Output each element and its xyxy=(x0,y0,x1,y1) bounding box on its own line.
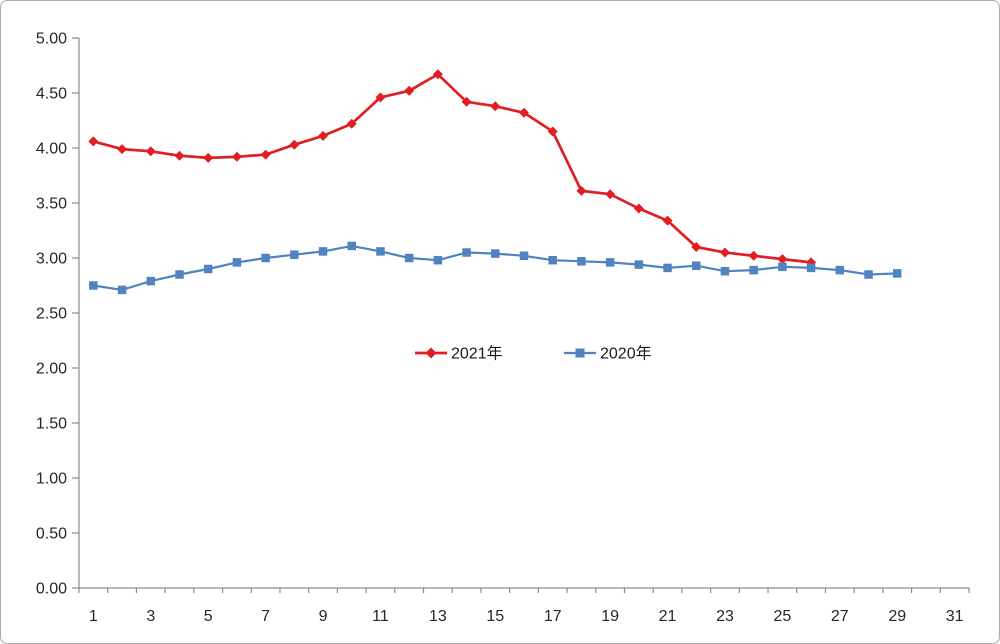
series-2021-marker xyxy=(662,215,673,226)
series-2021-marker xyxy=(633,203,644,214)
series-2020-marker xyxy=(433,255,443,265)
series-2021-marker xyxy=(719,247,730,258)
y-tick-label: 2.50 xyxy=(36,306,67,323)
series-2020-marker xyxy=(605,258,615,267)
series-2020-marker xyxy=(892,269,902,278)
series-2021-marker xyxy=(174,150,185,161)
series-2021-marker xyxy=(318,130,329,141)
series-2021-marker xyxy=(547,126,558,137)
series-2021-marker xyxy=(490,101,501,112)
x-tick-label: 3 xyxy=(146,608,155,625)
series-2021-marker xyxy=(461,96,472,107)
legend-marker-2021-diamond-icon xyxy=(425,347,437,359)
y-tick-label: 3.00 xyxy=(36,251,67,268)
x-tick-label: 19 xyxy=(601,608,619,625)
x-tick-label: 7 xyxy=(261,608,270,625)
series-2020-marker xyxy=(347,241,356,251)
series-2020-marker xyxy=(835,265,845,275)
series-2021-marker xyxy=(777,254,788,265)
x-tick-label: 1 xyxy=(89,608,98,625)
series-2020-marker xyxy=(577,257,586,266)
series-2020-marker xyxy=(634,260,644,269)
series-2020-marker xyxy=(692,261,701,270)
series-2020-marker xyxy=(203,264,213,274)
y-tick-label: 4.00 xyxy=(36,141,67,158)
y-tick-label: 3.50 xyxy=(36,196,67,213)
series-2020-marker xyxy=(290,250,299,259)
series-2021-marker xyxy=(117,144,128,155)
series-2020-marker xyxy=(462,248,471,257)
x-tick-label: 27 xyxy=(831,608,849,625)
series-2021-marker xyxy=(519,107,530,118)
y-tick-label: 0.00 xyxy=(36,581,67,598)
series-2021-marker xyxy=(203,152,214,163)
y-tick-label: 5.00 xyxy=(36,31,67,48)
series-2020-marker xyxy=(806,263,816,273)
series-2021-marker xyxy=(346,118,357,129)
y-tick-label: 2.00 xyxy=(36,361,67,378)
series-2021-marker xyxy=(375,92,386,103)
series-2021-marker xyxy=(289,139,300,150)
x-tick-label: 29 xyxy=(888,608,906,625)
series-2020-marker xyxy=(89,281,98,290)
series-2020-marker xyxy=(864,270,873,279)
x-tick-label: 23 xyxy=(716,608,734,625)
series-2020-marker xyxy=(749,265,758,275)
series-2021-marker xyxy=(432,69,443,80)
series-2021-marker xyxy=(260,149,271,160)
series-2021-marker xyxy=(404,85,415,96)
series-2020-marker xyxy=(778,262,787,272)
legend-label-2020: 2020年 xyxy=(600,345,652,363)
x-tick-label: 31 xyxy=(946,608,964,625)
series-2021-marker xyxy=(576,185,587,196)
legend-label-2021: 2021年 xyxy=(451,345,503,363)
x-tick-label: 5 xyxy=(204,608,213,625)
series-2020-marker xyxy=(261,253,270,263)
x-tick-label: 13 xyxy=(429,608,447,625)
series-2020-marker xyxy=(175,270,184,279)
series-2020-marker xyxy=(548,255,557,265)
y-tick-label: 1.50 xyxy=(36,416,67,433)
y-tick-label: 4.50 xyxy=(36,86,67,103)
series-2020-marker xyxy=(376,247,385,256)
legend-marker-2020-square-icon xyxy=(575,348,585,358)
y-tick-label: 0.50 xyxy=(36,526,67,543)
series-2021-marker xyxy=(605,189,616,200)
x-tick-label: 9 xyxy=(319,608,328,625)
series-2021-marker xyxy=(88,136,99,147)
x-tick-label: 11 xyxy=(372,608,389,625)
series-2021-marker xyxy=(231,151,242,162)
series-2020-marker xyxy=(519,251,529,261)
series-2021-marker xyxy=(691,242,702,252)
x-tick-label: 25 xyxy=(773,608,791,625)
series-2020-marker xyxy=(491,249,500,258)
series-2020-marker xyxy=(720,266,730,276)
x-tick-label: 15 xyxy=(486,608,504,625)
y-tick-label: 1.00 xyxy=(36,471,67,488)
series-2020-marker xyxy=(663,263,672,273)
x-tick-label: 17 xyxy=(544,608,562,625)
series-2020-marker xyxy=(232,258,242,267)
series-2021-marker xyxy=(748,250,759,261)
x-tick-label: 21 xyxy=(659,608,677,625)
series-2021-line xyxy=(92,72,813,264)
series-2020-marker xyxy=(117,285,127,295)
series-2020-marker xyxy=(146,276,156,286)
series-2021-marker xyxy=(145,146,156,157)
series-2020-marker xyxy=(404,253,414,263)
series-2020-marker xyxy=(318,247,328,256)
